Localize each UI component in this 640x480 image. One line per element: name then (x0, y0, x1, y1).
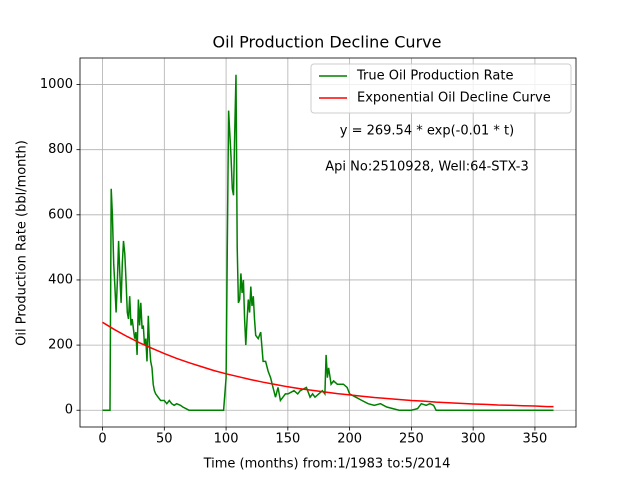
x-tick-label: 200 (337, 432, 362, 447)
x-tick-label: 300 (461, 432, 486, 447)
x-axis-label: Time (months) from:1/1983 to:5/2014 (203, 457, 451, 472)
legend-box (310, 63, 572, 114)
y-axis-label: Oil Production Rate (bbl/month) (15, 140, 30, 346)
x-tick-label: 250 (399, 432, 424, 447)
x-tick-label: 0 (98, 432, 106, 447)
y-tick-label: 800 (48, 142, 73, 157)
chart-title: Oil Production Decline Curve (213, 33, 442, 52)
y-tick-label: 600 (48, 207, 73, 222)
annotation: y = 269.54 * exp(-0.01 * t) (340, 124, 514, 139)
annotation: Api No:2510928, Well:64-STX-3 (325, 160, 528, 175)
x-tick-label: 350 (523, 432, 548, 447)
y-tick-label: 0 (65, 403, 73, 418)
x-tick-label: 150 (275, 432, 300, 447)
y-tick-label: 1000 (40, 77, 73, 92)
legend-label: Exponential Oil Decline Curve (357, 91, 551, 106)
plot-frame (79, 57, 577, 428)
y-tick-label: 400 (48, 272, 73, 287)
series-line (102, 321, 554, 408)
y-tick-label: 200 (48, 338, 73, 353)
x-tick-label: 100 (214, 432, 239, 447)
x-tick-label: 50 (156, 432, 173, 447)
legend-label: True Oil Production Rate (356, 69, 513, 84)
series-line (102, 74, 554, 411)
